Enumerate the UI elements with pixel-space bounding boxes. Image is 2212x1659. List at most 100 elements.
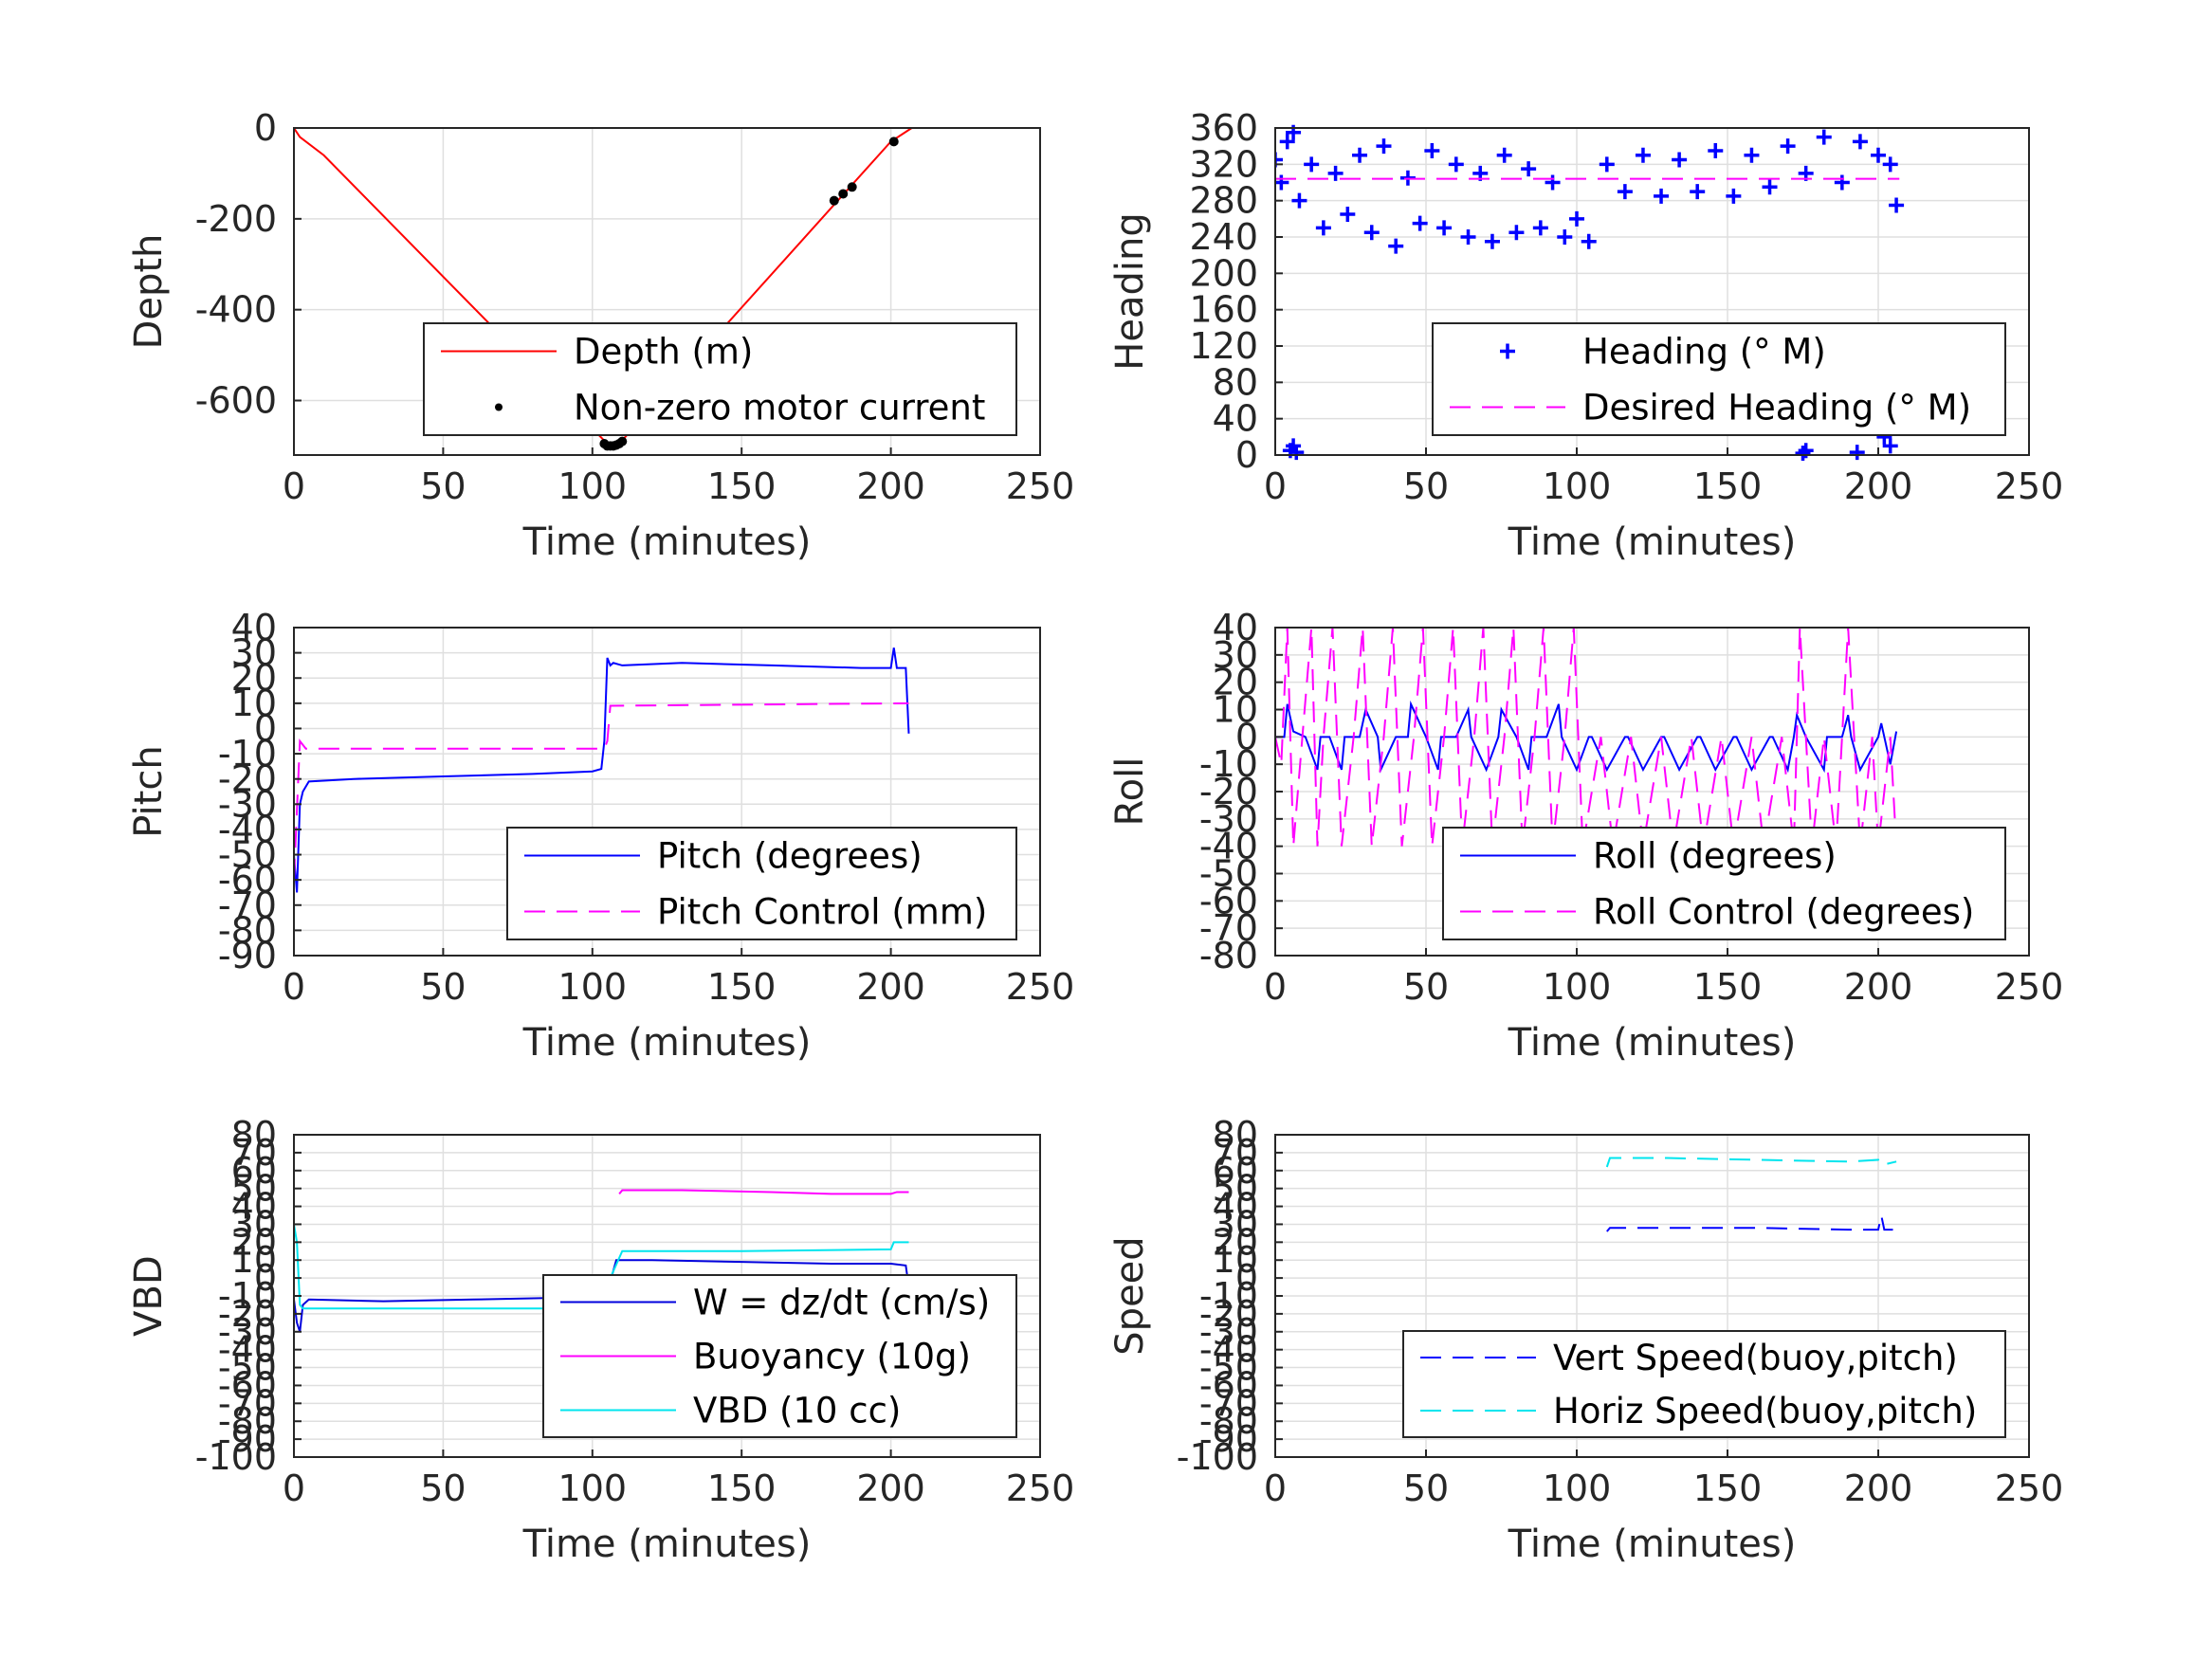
y-tick-label: 30 <box>231 632 277 674</box>
x-tick-label: 50 <box>1403 966 1449 1008</box>
heading-point <box>1654 188 1670 204</box>
x-tick-label: 150 <box>1693 966 1763 1008</box>
x-tick-label: 200 <box>856 1468 925 1509</box>
legend: Roll (degrees) Roll Control (degrees) <box>1442 827 2006 940</box>
y-tick-label: 0 <box>254 1257 277 1299</box>
heading-point <box>1424 142 1440 158</box>
heading-point <box>1412 215 1428 231</box>
x-tick-label: 100 <box>558 1468 628 1509</box>
heading-point <box>1327 165 1344 181</box>
legend-label: Pitch (degrees) <box>657 836 923 877</box>
heading-point <box>1363 225 1380 241</box>
series-line-2 <box>1275 627 1898 847</box>
x-tick-label: 100 <box>558 966 628 1008</box>
heading-point <box>1617 184 1633 200</box>
heading-point <box>1708 142 1724 158</box>
heading-point <box>1448 156 1464 173</box>
heading-point <box>1291 192 1307 209</box>
y-tick-label: -30 <box>1199 1311 1258 1353</box>
x-tick-label: 50 <box>1403 1468 1449 1509</box>
x-tick-label: 0 <box>1264 966 1287 1008</box>
heading-point <box>1388 238 1404 254</box>
x-axis-label: Time (minutes) <box>522 1522 812 1566</box>
y-tick-label: 320 <box>1189 143 1258 185</box>
x-tick-label: 250 <box>1006 1468 1075 1509</box>
series-layer <box>1605 1157 1897 1232</box>
y-tick-label: -90 <box>218 935 277 976</box>
y-tick-label: -40 <box>218 1329 277 1371</box>
y-axis-label: Roll <box>1108 757 1152 827</box>
y-tick-label: 30 <box>1213 634 1258 676</box>
y-tick-label: 280 <box>1189 180 1258 222</box>
y-tick-label: 80 <box>1213 1114 1258 1156</box>
heading-point <box>1852 134 1868 150</box>
y-tick-label: -40 <box>1199 1329 1258 1371</box>
y-tick-label: -50 <box>218 834 277 876</box>
series-line-2 <box>1605 1157 1897 1168</box>
y-tick-label: -10 <box>1199 743 1258 785</box>
legend-label: Pitch Control (mm) <box>657 892 987 933</box>
legend-label: Roll (degrees) <box>1593 836 1837 877</box>
axes-frame <box>293 127 1041 456</box>
y-tick-label: -400 <box>195 289 277 331</box>
heading-point <box>1834 174 1850 191</box>
heading-point <box>1279 134 1295 150</box>
x-axis-label: Time (minutes) <box>1508 1021 1797 1065</box>
y-tick-label: 20 <box>1213 1221 1258 1263</box>
heading-point <box>1780 138 1796 155</box>
heading-point <box>1882 438 1898 454</box>
x-axis-label: Time (minutes) <box>522 1021 812 1065</box>
y-tick-label: -60 <box>218 859 277 901</box>
y-tick-label: -70 <box>218 1382 277 1424</box>
y-tick-label: -40 <box>218 809 277 850</box>
y-tick-label: -80 <box>218 1400 277 1442</box>
legend-label: Buoyancy (10g) <box>693 1337 971 1377</box>
legend: Depth (m) Non-zero motor current <box>423 322 1017 436</box>
legend: Vert Speed(buoy,pitch) Horiz Speed(buoy,p… <box>1402 1330 2006 1438</box>
heading-point <box>1690 184 1706 200</box>
y-tick-label: 0 <box>1235 716 1258 757</box>
x-tick-label: 0 <box>283 966 305 1008</box>
x-tick-label: 150 <box>707 1468 777 1509</box>
legend-label: W = dz/dt (cm/s) <box>693 1283 990 1323</box>
legend-label: Desired Heading (° M) <box>1582 388 1971 428</box>
y-tick-label: 0 <box>254 707 277 749</box>
motor-current-point <box>838 189 849 199</box>
x-tick-label: 50 <box>420 465 466 507</box>
y-tick-label: -20 <box>1199 771 1258 812</box>
x-tick-label: 200 <box>1844 465 1913 507</box>
legend-marker <box>495 403 503 411</box>
heading-point <box>1882 156 1898 173</box>
legend-box <box>506 827 1017 940</box>
legend: W = dz/dt (cm/s) Buoyancy (10g) VBD (10 cc… <box>542 1274 1017 1438</box>
y-axis-label: Heading <box>1108 212 1152 370</box>
y-axis-label: Depth <box>127 234 171 350</box>
x-axis-label: Time (minutes) <box>1508 1522 1797 1566</box>
legend-label: Roll Control (degrees) <box>1593 892 1974 933</box>
y-axis-label: VBD <box>127 1255 171 1337</box>
heading-point <box>1315 220 1331 236</box>
x-tick-label: 50 <box>1403 465 1449 507</box>
series-line-2 <box>618 1189 909 1195</box>
y-tick-label: 60 <box>1213 1150 1258 1192</box>
axes-frame <box>293 627 1041 957</box>
heading-point <box>1871 147 1886 163</box>
y-tick-label: 10 <box>231 1239 277 1281</box>
series-line-1 <box>1275 700 1898 774</box>
subplot-5: 0 50 100 150 200 25080706050403020100-10-20-3… <box>127 1114 1074 1566</box>
y-tick-label: 20 <box>231 657 277 699</box>
series-line-1 <box>1606 1214 1897 1232</box>
heading-point <box>1532 220 1548 236</box>
y-tick-label: -50 <box>1199 1347 1258 1389</box>
series-line-2 <box>294 702 909 881</box>
heading-point <box>1599 156 1615 173</box>
y-tick-label: 160 <box>1189 289 1258 331</box>
legend-box <box>423 322 1017 436</box>
y-tick-label: -60 <box>218 1364 277 1406</box>
y-tick-label: -10 <box>218 1275 277 1317</box>
heading-point <box>1521 161 1537 177</box>
x-tick-label: 150 <box>707 465 777 507</box>
subplot-3: 0 50 100 150 200 250403020100-10-20-30-40-50-… <box>127 607 1074 1065</box>
y-tick-label: 200 <box>1189 252 1258 294</box>
y-tick-label: 50 <box>231 1168 277 1210</box>
